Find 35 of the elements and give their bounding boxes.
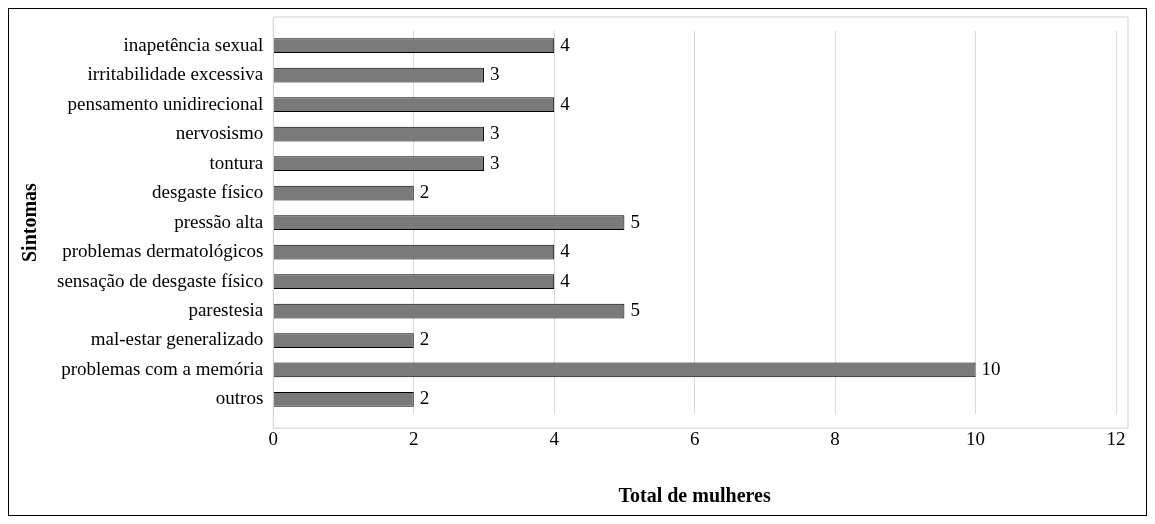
data-label: 2: [419, 181, 430, 203]
x-axis-title: Total de mulheres: [618, 484, 771, 507]
data-label: 4: [560, 92, 571, 114]
x-tick-label: 2: [408, 427, 419, 449]
y-tick-label: irritabilidade excessiva: [87, 63, 264, 85]
data-label: 4: [560, 240, 571, 262]
y-tick-label: problemas dermatológicos: [62, 240, 264, 262]
y-tick-label: nervosismo: [175, 122, 264, 144]
data-label: 2: [419, 328, 430, 350]
y-axis-title: Sintomas: [18, 182, 41, 263]
y-tick-label: mal-estar generalizado: [90, 328, 264, 350]
y-tick-label: outros: [215, 387, 264, 409]
y-tick-label: sensação de desgaste físico: [56, 269, 264, 291]
x-tick-label: 10: [966, 427, 986, 449]
data-label: 3: [489, 122, 500, 144]
x-tick-label: 8: [830, 427, 840, 449]
data-label: 4: [560, 33, 571, 55]
x-tick-label: 6: [689, 427, 700, 449]
data-label: 5: [630, 299, 640, 321]
x-tick-label: 12: [1106, 427, 1126, 449]
data-label: 3: [489, 63, 500, 85]
y-tick-label: pressão alta: [174, 210, 264, 232]
x-tick-label: 4: [549, 427, 560, 449]
y-tick-label: pensamento unidirecional: [67, 92, 264, 114]
data-label: 4: [560, 269, 571, 291]
x-tick-label: 0: [268, 427, 279, 449]
y-tick-label: desgaste físico: [151, 181, 264, 203]
data-label: 3: [489, 151, 500, 173]
y-tick-label: parestesia: [188, 299, 264, 321]
data-label: 5: [630, 210, 640, 232]
y-tick-label: problemas com a memória: [61, 357, 264, 379]
y-tick-label: tontura: [209, 151, 264, 173]
data-label: 2: [419, 387, 430, 409]
data-label: 10: [981, 357, 1001, 379]
y-tick-label: inapetência sexual: [123, 33, 264, 55]
